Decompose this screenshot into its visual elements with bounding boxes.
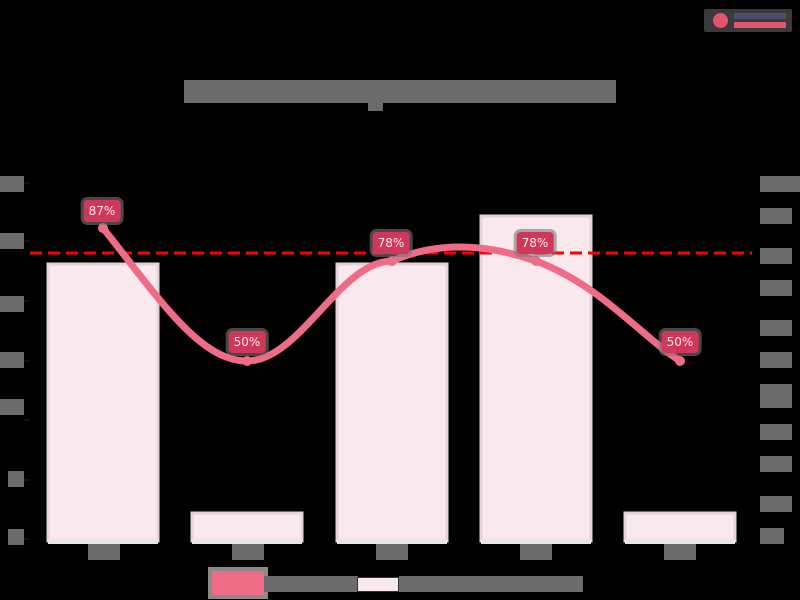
right-axis-label	[760, 248, 792, 264]
category-label	[664, 544, 696, 560]
right-axis-label	[760, 320, 792, 336]
point-label-2: 78%	[372, 232, 410, 254]
right-axis-label	[760, 496, 792, 512]
left-axis-label	[8, 529, 24, 545]
point-label-1: 50%	[228, 331, 266, 353]
category-label	[520, 544, 552, 560]
bar-0	[46, 262, 160, 543]
category-label	[376, 544, 408, 560]
bar-2	[335, 262, 449, 543]
left-axis-label	[8, 471, 24, 487]
right-axis-label	[760, 528, 784, 544]
left-axis-label	[0, 296, 24, 312]
chart-title	[184, 80, 616, 103]
bar-1	[190, 511, 304, 543]
legend-swatch-bar	[357, 577, 399, 592]
legend-label-bar	[399, 576, 583, 592]
line-series	[99, 224, 684, 365]
bar-4	[623, 511, 737, 543]
right-axis-label	[760, 352, 792, 368]
legend-swatch-line	[212, 571, 264, 595]
chart-title-descender	[368, 103, 383, 111]
category-label	[232, 544, 264, 560]
bar-series	[46, 214, 737, 543]
logo-icon	[713, 13, 728, 28]
right-axis-label	[760, 456, 792, 472]
left-axis-label	[0, 176, 24, 192]
right-axis-label	[760, 176, 800, 192]
point-label-4: 50%	[661, 331, 699, 353]
right-axis-label	[760, 280, 792, 296]
category-label	[88, 544, 120, 560]
bar-3	[479, 214, 593, 543]
left-axis-label	[0, 233, 24, 249]
brand-logo	[704, 9, 792, 32]
left-axis-label	[0, 352, 24, 368]
point-label-0: 87%	[83, 200, 121, 222]
right-axis-label	[760, 208, 792, 224]
legend-label-line	[264, 576, 358, 592]
logo-text-line-2	[734, 22, 786, 28]
left-axis-label	[0, 399, 24, 415]
right-axis-label	[760, 424, 792, 440]
left-axis	[24, 182, 30, 540]
right-axis-label	[760, 384, 792, 408]
point-label-3: 78%	[516, 232, 554, 254]
logo-text-line-1	[734, 13, 786, 19]
line-markers	[98, 223, 685, 366]
